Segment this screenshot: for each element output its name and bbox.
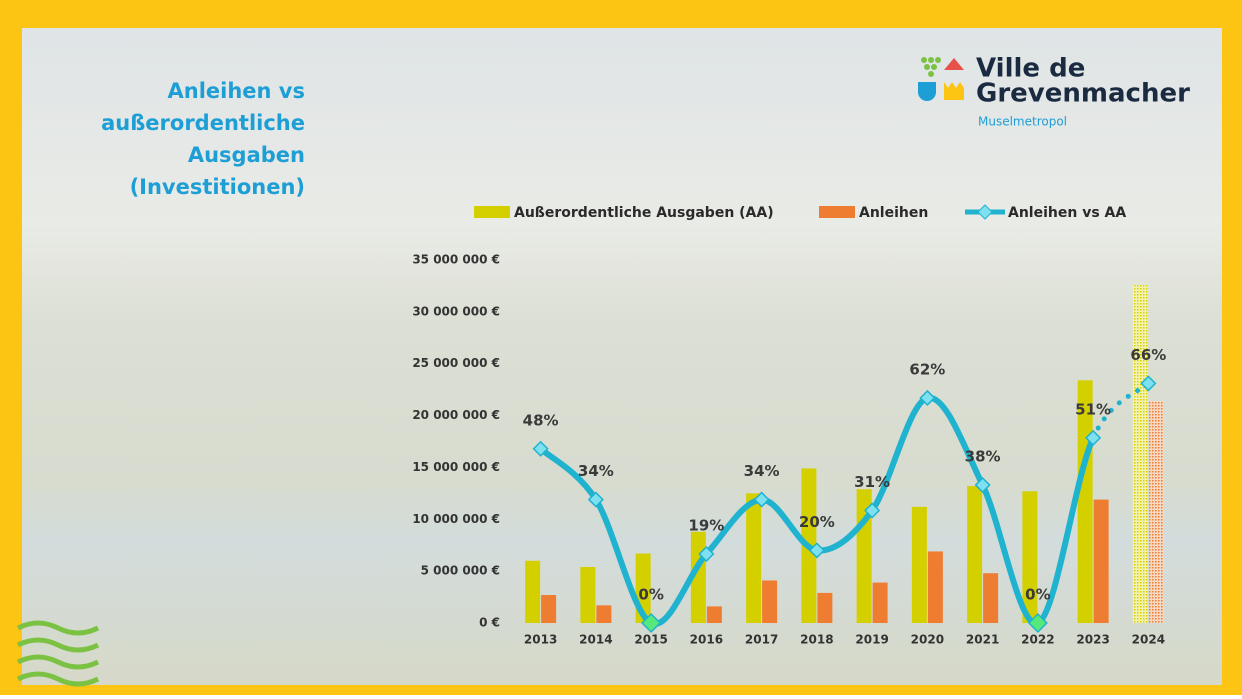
bar: [1132, 284, 1148, 623]
y-tick-label: 20 000 000 €: [412, 408, 500, 422]
y-tick-label: 10 000 000 €: [412, 512, 500, 526]
x-tick-label: 2020: [911, 633, 944, 647]
data-label: 48%: [523, 411, 559, 429]
line-marker: [1140, 375, 1157, 392]
line: [537, 394, 1097, 627]
bar: [911, 506, 927, 623]
legend-label: Anleihen vs AA: [1008, 205, 1126, 221]
bar: [746, 493, 762, 623]
brand-tagline: Muselmetropol: [978, 115, 1067, 129]
data-label: 34%: [744, 462, 780, 480]
bar: [1022, 491, 1038, 623]
waves-icon: [16, 620, 100, 687]
bar: [983, 573, 999, 623]
line-marker: [808, 542, 825, 559]
line-marker: [974, 476, 991, 494]
x-tick-label: 2015: [634, 633, 667, 647]
x-tick-label: 2023: [1076, 633, 1109, 647]
data-label: 38%: [965, 448, 1001, 466]
logo: Ville de Grevenmacher Muselmetropol: [918, 54, 1190, 129]
y-tick-label: 30 000 000 €: [412, 304, 500, 318]
data-label: 0%: [1025, 586, 1050, 604]
x-tick-label: 2014: [579, 633, 612, 647]
bar: [1093, 499, 1109, 623]
line-marker: [532, 440, 549, 457]
line-marker: [753, 491, 770, 508]
legend-swatch: [977, 204, 993, 220]
line-marker: [587, 491, 604, 508]
data-label: 20%: [799, 513, 835, 531]
legend-label: Außerordentliche Ausgaben (AA): [514, 205, 774, 221]
brand-name: Grevenmacher: [976, 79, 1190, 109]
y-tick-label: 25 000 000 €: [412, 356, 500, 370]
bar: [967, 486, 983, 623]
data-label: 0%: [638, 586, 663, 604]
y-tick-label: 0 €: [479, 616, 500, 630]
bar: [817, 592, 833, 623]
bar: [580, 566, 596, 623]
y-tick-label: 5 000 000 €: [421, 564, 500, 578]
data-label: 34%: [578, 462, 614, 480]
legend-swatch: [819, 206, 855, 218]
y-tick-label: 35 000 000 €: [412, 253, 500, 267]
background: [22, 28, 1222, 685]
data-label: 19%: [688, 517, 724, 535]
line-marker: [698, 545, 715, 563]
legend-label: Anleihen: [859, 205, 928, 221]
line-marker: [641, 612, 662, 634]
data-label: 62%: [909, 360, 945, 378]
chart-title: (Investitionen): [130, 175, 305, 199]
bar: [525, 560, 541, 623]
x-tick-label: 2022: [1021, 633, 1054, 647]
line-marker: [1085, 429, 1102, 446]
x-tick-label: 2013: [524, 633, 557, 647]
bar: [1148, 401, 1164, 623]
x-tick-label: 2017: [745, 633, 778, 647]
x-tick-label: 2016: [690, 633, 723, 647]
line-marker: [1027, 612, 1048, 634]
bar: [927, 551, 943, 623]
chart-title: Anleihen vs: [168, 79, 305, 103]
data-label: 51%: [1075, 400, 1111, 418]
line-marker: [864, 502, 881, 519]
y-tick-label: 15 000 000 €: [412, 460, 500, 474]
legend-swatch: [474, 206, 510, 218]
x-tick-label: 2019: [855, 633, 888, 647]
chart-title: außerordentliche: [101, 111, 305, 135]
x-tick-label: 2024: [1132, 633, 1165, 647]
x-tick-label: 2018: [800, 633, 833, 647]
bar: [596, 605, 612, 623]
bar: [541, 594, 557, 623]
bar: [762, 580, 778, 623]
chart-title: Ausgaben: [188, 143, 305, 167]
bar: [706, 606, 722, 623]
x-tick-label: 2021: [966, 633, 999, 647]
data-label: 66%: [1130, 346, 1166, 364]
brand-name: Ville de: [976, 54, 1085, 84]
data-label: 31%: [854, 473, 890, 491]
bar: [872, 582, 888, 623]
line-marker: [919, 389, 936, 407]
